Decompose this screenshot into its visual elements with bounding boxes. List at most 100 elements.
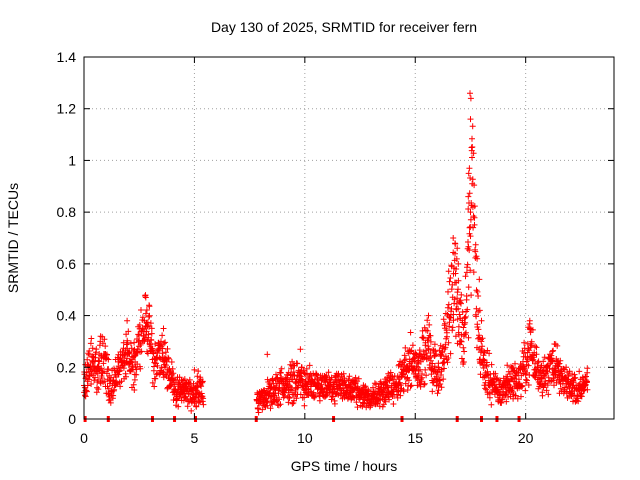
data-point xyxy=(401,352,408,359)
data-points xyxy=(81,90,591,416)
data-point xyxy=(371,380,378,387)
data-point xyxy=(93,389,100,396)
data-point xyxy=(544,368,551,375)
data-point xyxy=(272,386,279,393)
data-point xyxy=(408,347,415,354)
y-tick-label: 0.4 xyxy=(57,308,77,324)
x-tick-label: 5 xyxy=(191,430,199,446)
y-tick-label: 0.8 xyxy=(57,204,77,220)
data-point xyxy=(455,286,461,293)
data-point xyxy=(462,313,469,320)
data-point xyxy=(447,275,454,281)
data-point xyxy=(147,320,154,327)
data-point xyxy=(386,396,393,403)
data-point xyxy=(138,307,144,313)
data-point xyxy=(460,344,467,351)
data-point xyxy=(475,293,482,299)
data-point xyxy=(445,268,452,275)
data-point xyxy=(340,370,347,377)
data-point xyxy=(404,374,411,381)
data-point xyxy=(539,389,546,396)
data-point xyxy=(584,386,591,393)
data-point xyxy=(450,317,457,324)
data-point xyxy=(457,338,464,344)
data-point xyxy=(526,347,533,354)
data-point xyxy=(146,302,153,309)
data-point xyxy=(469,154,475,161)
data-point xyxy=(455,323,462,330)
data-point xyxy=(427,357,434,364)
data-point xyxy=(434,390,441,397)
data-point xyxy=(467,90,473,97)
data-point xyxy=(469,176,476,183)
chart-title: Day 130 of 2025, SRMTID for receiver fer… xyxy=(211,19,477,35)
data-point xyxy=(458,300,464,307)
data-point xyxy=(120,365,127,372)
data-point xyxy=(83,388,90,395)
data-point xyxy=(476,307,483,314)
axis-ticks: 0 0.2 0.4 0.6 0.8 1 1.2 1.4 0 5 10 15 20 xyxy=(57,49,614,446)
data-point xyxy=(355,375,362,382)
data-point xyxy=(83,369,90,376)
data-point xyxy=(468,292,475,299)
data-point xyxy=(107,399,114,406)
data-point xyxy=(163,362,169,369)
data-point xyxy=(463,296,470,303)
data-point xyxy=(454,295,461,302)
data-point xyxy=(156,342,163,349)
data-point xyxy=(525,362,532,369)
data-point xyxy=(98,365,105,372)
data-point xyxy=(465,334,472,341)
data-point xyxy=(162,339,169,346)
data-point xyxy=(472,241,479,248)
data-point xyxy=(290,369,297,375)
data-point xyxy=(465,193,472,200)
data-point xyxy=(424,327,431,334)
data-point xyxy=(467,267,474,274)
data-point xyxy=(288,365,295,372)
data-point xyxy=(110,392,117,399)
data-point xyxy=(101,336,108,343)
data-point xyxy=(148,325,155,332)
data-point xyxy=(195,368,202,375)
data-point xyxy=(167,383,174,390)
data-point xyxy=(449,324,456,331)
data-point xyxy=(471,214,478,221)
data-point xyxy=(162,349,169,356)
data-point xyxy=(523,376,529,383)
data-point xyxy=(161,340,167,347)
data-point xyxy=(354,404,361,411)
data-point xyxy=(405,377,412,384)
data-point xyxy=(479,343,486,350)
data-point xyxy=(518,393,524,400)
data-point xyxy=(481,348,488,355)
data-point xyxy=(117,383,124,390)
data-point xyxy=(352,374,359,381)
data-point xyxy=(88,381,95,387)
data-point xyxy=(518,384,525,390)
data-point xyxy=(426,321,433,328)
x-tick-label: 0 xyxy=(80,430,88,446)
data-point xyxy=(470,150,477,157)
data-point xyxy=(462,319,469,326)
data-point xyxy=(460,324,467,331)
data-point xyxy=(254,405,261,412)
data-point xyxy=(499,396,506,403)
data-point xyxy=(455,277,462,284)
data-point xyxy=(298,364,305,371)
data-point xyxy=(199,379,206,386)
data-point xyxy=(453,266,460,272)
data-point xyxy=(278,365,285,372)
data-point xyxy=(407,383,414,390)
data-point xyxy=(311,394,318,401)
data-point xyxy=(470,269,477,276)
data-point xyxy=(417,366,423,373)
plot-frame xyxy=(83,56,615,420)
data-point xyxy=(482,385,489,392)
data-point xyxy=(307,388,314,395)
data-point xyxy=(438,384,445,391)
data-point xyxy=(152,375,159,382)
data-point xyxy=(276,396,282,403)
data-point xyxy=(466,247,473,254)
